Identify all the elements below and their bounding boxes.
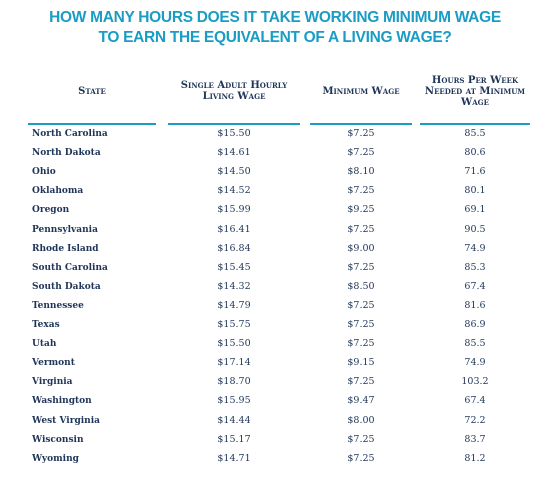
state-name: Oklahoma (32, 186, 84, 197)
title-line: TO EARN THE EQUIVALENT OF A LIVING WAGE? (98, 29, 452, 46)
cell-value: $8.00 (347, 414, 375, 426)
cell-value: $15.95 (217, 395, 251, 407)
state-name: Vermont (32, 358, 75, 369)
cell-value: 74.9 (464, 242, 486, 254)
cell-value: $14.61 (217, 147, 251, 159)
cell-value: $7.25 (347, 147, 375, 159)
cell-value: $7.25 (347, 128, 375, 139)
cell-value: $14.71 (217, 452, 251, 464)
cell-value: $14.32 (217, 280, 251, 292)
cell-value: 71.6 (464, 166, 486, 178)
title-line: HOW MANY HOURS DOES IT TAKE WORKING MINI… (49, 9, 501, 26)
cell-value: $7.25 (347, 452, 375, 464)
header-rule (168, 123, 300, 125)
cell-value: 85.5 (464, 338, 486, 350)
cell-value: $7.25 (347, 376, 375, 388)
cell-value: 67.4 (464, 395, 486, 407)
state-name: Ohio (32, 167, 56, 178)
cell-value: $9.47 (347, 395, 375, 407)
cell-value: 103.2 (461, 376, 489, 388)
title: HOW MANY HOURS DOES IT TAKE WORKING MINI… (0, 8, 550, 48)
cell-value: $15.50 (217, 128, 251, 139)
state-name: West Virginia (32, 415, 100, 426)
cell-value: $14.79 (217, 299, 251, 311)
cell-value: $9.15 (347, 357, 375, 369)
column-header: Hours Per Week Needed at Minimum Wage (424, 74, 526, 108)
cell-value: $7.25 (347, 338, 375, 350)
cell-value: $14.44 (217, 414, 251, 426)
cell-value: $7.25 (347, 319, 375, 330)
cell-value: $15.17 (217, 433, 251, 445)
state-name: Oregon (32, 205, 70, 216)
column-header: Minimum Wage (322, 85, 400, 97)
cell-value: $14.52 (217, 185, 251, 197)
state-name: Texas (32, 320, 60, 330)
cell-value: $15.75 (217, 319, 251, 330)
cell-value: 69.1 (464, 204, 486, 216)
cell-value: 81.2 (464, 452, 486, 464)
cell-value: 86.9 (464, 319, 486, 330)
cell-value: 90.5 (464, 223, 486, 235)
state-name: Virginia (32, 377, 73, 388)
cell-value: 83.7 (464, 433, 486, 445)
cell-value: $16.41 (217, 223, 251, 235)
cell-value: $16.84 (217, 242, 251, 254)
cell-value: $14.50 (217, 166, 251, 178)
state-name: North Carolina (32, 129, 108, 139)
cell-value: $7.25 (347, 299, 375, 311)
state-name: Rhode Island (32, 243, 99, 254)
state-name: Wisconsin (32, 434, 84, 445)
cell-value: $15.45 (217, 261, 251, 273)
cell-value: 81.6 (464, 299, 486, 311)
state-name: North Dakota (32, 148, 101, 159)
cell-value: $18.70 (217, 376, 251, 388)
cell-value: $7.25 (347, 261, 375, 273)
cell-value: 74.9 (464, 357, 486, 369)
cell-value: $7.25 (347, 185, 375, 197)
state-name: Washington (32, 396, 92, 407)
cell-value: $17.14 (217, 357, 251, 369)
state-name: Wyoming (32, 453, 79, 464)
header-rule (310, 123, 412, 125)
state-name: South Carolina (32, 262, 108, 273)
state-name: Utah (32, 339, 57, 350)
cell-value: $7.25 (347, 223, 375, 235)
header-rule (28, 123, 156, 125)
cell-value: 85.5 (464, 128, 486, 139)
cell-value: $9.25 (347, 204, 375, 216)
cell-value: $15.50 (217, 338, 251, 350)
cell-value: $9.00 (347, 242, 375, 254)
cell-value: $7.25 (347, 433, 375, 445)
state-name: South Dakota (32, 281, 101, 292)
cell-value: $15.99 (217, 204, 251, 216)
cell-value: 85.3 (464, 261, 486, 273)
column-header: State (78, 85, 106, 97)
state-name: Tennessee (32, 300, 84, 311)
cell-value: $8.10 (347, 166, 375, 178)
cell-value: 80.6 (464, 147, 486, 159)
cell-value: 80.1 (464, 185, 486, 197)
cell-value: 72.2 (464, 414, 486, 426)
state-name: Pennsylvania (32, 224, 98, 235)
header-rule (420, 123, 530, 125)
cell-value: 67.4 (464, 280, 486, 292)
cell-value: $8.50 (347, 280, 375, 292)
column-header: Single Adult Hourly Living Wage (180, 80, 288, 102)
